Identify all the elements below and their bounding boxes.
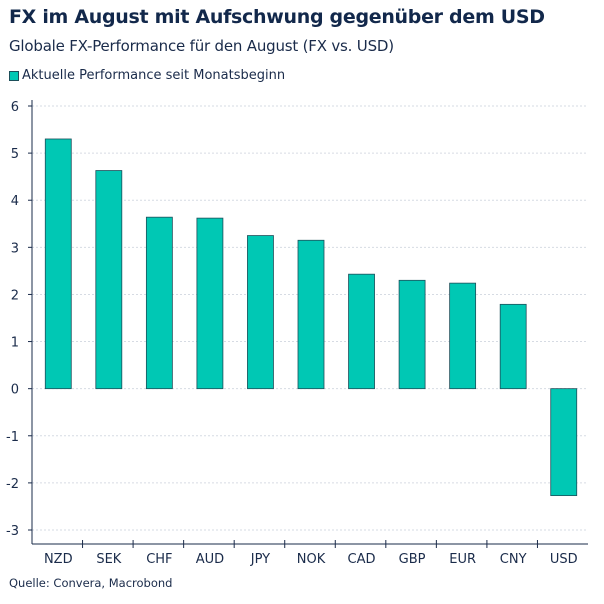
source-note: Quelle: Convera, Macrobond (9, 576, 173, 590)
y-tick-label: 4 (11, 194, 19, 209)
x-tick-label: CHF (146, 552, 172, 567)
x-tick-label: AUD (196, 552, 224, 567)
y-tick-label: -3 (6, 524, 19, 539)
x-tick-label: CNY (500, 552, 527, 567)
y-tick-label: 1 (11, 336, 19, 351)
y-tick-label: 6 (11, 100, 19, 115)
bar-nzd (44, 138, 72, 390)
chart-subtitle: Globale FX-Performance für den August (F… (9, 37, 394, 55)
bar-sek (95, 170, 123, 390)
x-tick-label: USD (550, 552, 578, 567)
x-tick-label: NOK (297, 552, 326, 567)
bar-eur (449, 282, 477, 390)
y-tick-label: 2 (11, 288, 19, 303)
legend-label: Aktuelle Performance seit Monatsbeginn (22, 68, 286, 83)
y-tick-label: 5 (11, 147, 19, 162)
y-tick-label: -2 (6, 477, 19, 492)
bar-aud (196, 217, 224, 390)
legend: Aktuelle Performance seit Monatsbeginn (9, 68, 285, 83)
bar-cny (499, 303, 527, 390)
bar-usd (550, 388, 578, 497)
x-tick-label: GBP (399, 552, 426, 567)
bar-jpy (247, 235, 274, 390)
x-tick-label: SEK (96, 552, 121, 567)
x-tick-label: EUR (449, 552, 476, 567)
bar-cad (348, 273, 375, 390)
chart-title: FX im August mit Aufschwung gegenüber de… (9, 6, 545, 28)
x-tick-label: JPY (250, 552, 270, 567)
bar-chf (145, 216, 173, 390)
y-tick-label: 3 (11, 241, 19, 256)
y-tick-label: 0 (11, 383, 19, 398)
bar-gbp (398, 279, 426, 390)
legend-swatch (9, 70, 19, 81)
y-tick-label: -1 (6, 430, 19, 445)
x-tick-label: NZD (44, 552, 73, 567)
bar-nok (297, 239, 325, 390)
x-tick-label: CAD (348, 552, 376, 567)
